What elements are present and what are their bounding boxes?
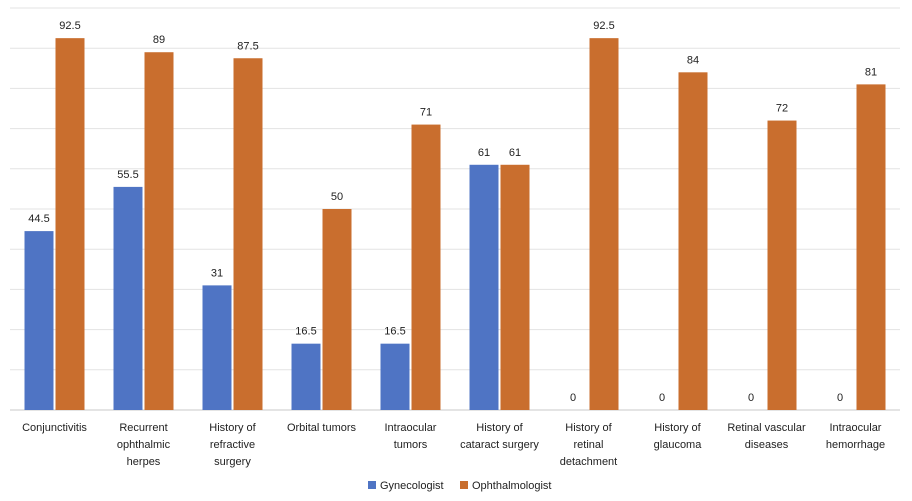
bar-gynecologist	[113, 186, 143, 410]
legend-swatch-ophthalmologist	[460, 481, 468, 489]
category-label: Intraocular hemorrhage	[826, 422, 885, 451]
legend-label-ophthalmologist: Ophthalmologist	[472, 480, 552, 492]
data-label: 84	[687, 54, 699, 66]
data-label: 44.5	[28, 213, 49, 225]
bar-ophthalmologist	[678, 72, 708, 410]
data-label: 55.5	[117, 169, 138, 181]
data-labels: 44.5 92.5 55.5 89 31 87.5 16.5 50 16.5 71 61 61 0 92.…	[28, 20, 877, 404]
data-label: 16.5	[295, 326, 316, 338]
bar-gynecologist	[24, 231, 54, 410]
category-label: History of refractive surgery	[209, 422, 256, 468]
legend-swatch-gynecologist	[368, 481, 376, 489]
category-label: Recurrent ophthalmic herpes	[117, 422, 171, 468]
bar-ophthalmologist	[589, 38, 619, 411]
legend-label-gynecologist: Gynecologist	[380, 480, 444, 492]
data-label: 50	[331, 191, 343, 203]
data-label: 16.5	[384, 326, 405, 338]
bar-ophthalmologist	[144, 52, 174, 410]
data-label: 87.5	[237, 40, 258, 52]
category-label: Conjunctivitis	[22, 422, 87, 434]
category-label: History of cataract surgery	[460, 422, 539, 451]
bar-ophthalmologist	[411, 124, 441, 410]
data-label: 72	[776, 103, 788, 115]
data-label: 0	[748, 392, 754, 404]
category-label: Orbital tumors	[287, 422, 357, 434]
category-label: History of retinal detachment	[560, 422, 617, 468]
data-label: 92.5	[59, 20, 80, 32]
category-labels: Conjunctivitis Recurrent ophthalmic herpes H…	[22, 422, 885, 468]
bar-ophthalmologist	[233, 58, 263, 410]
data-label: 31	[211, 267, 223, 279]
category-label: History of glaucoma	[654, 422, 703, 451]
bar-ophthalmologist	[55, 38, 85, 411]
data-label: 0	[837, 392, 843, 404]
bar-ophthalmologist	[500, 164, 530, 410]
data-label: 0	[570, 392, 576, 404]
data-label: 61	[478, 147, 490, 159]
data-label: 0	[659, 392, 665, 404]
data-label: 71	[420, 107, 432, 119]
bar-ophthalmologist	[767, 120, 797, 410]
data-label: 92.5	[593, 20, 614, 32]
bar-gynecologist	[291, 343, 321, 410]
bar-gynecologist	[380, 343, 410, 410]
gridlines	[10, 7, 900, 411]
data-label: 81	[865, 66, 877, 78]
bar-ophthalmologist	[322, 209, 352, 410]
data-label: 89	[153, 34, 165, 46]
bars	[24, 38, 886, 411]
category-label: Intraocular tumors	[385, 422, 437, 451]
legend: Gynecologist Ophthalmologist	[368, 480, 552, 492]
data-label: 61	[509, 147, 521, 159]
bar-gynecologist	[469, 164, 499, 410]
bar-ophthalmologist	[856, 84, 886, 410]
bar-gynecologist	[202, 285, 232, 410]
category-label: Retinal vascular diseases	[727, 422, 806, 451]
